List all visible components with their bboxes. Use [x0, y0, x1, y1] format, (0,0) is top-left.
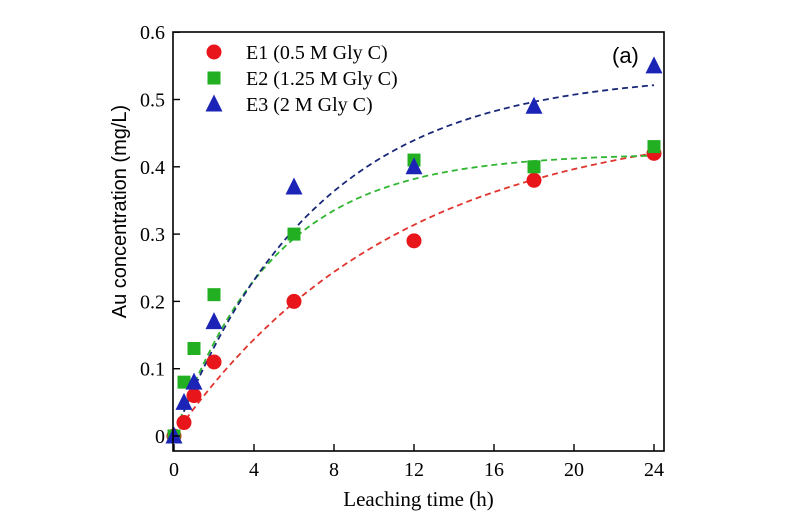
x-tick-label: 16 [484, 459, 504, 481]
y-tick-label: 0.5 [140, 90, 165, 112]
data-point-series-1 [176, 415, 192, 431]
x-tick-label: 4 [249, 459, 259, 481]
legend-label-series-1: E1 (0.5 M Gly C) [246, 42, 388, 64]
y-tick-label: 0.4 [140, 157, 165, 179]
data-point-series-2 [287, 227, 301, 241]
x-tick-label: 8 [329, 459, 339, 481]
y-tick-label: 0.1 [140, 359, 165, 381]
data-markers [165, 56, 663, 444]
data-point-series-3 [185, 372, 203, 390]
data-point-series-3 [405, 157, 423, 175]
data-point-series-1 [186, 388, 202, 404]
y-tick-label: 0.3 [140, 224, 165, 246]
data-point-series-2 [647, 140, 661, 154]
data-point-series-2 [177, 375, 191, 389]
y-tick-label: 0.6 [140, 22, 165, 44]
fit-lines [179, 84, 655, 429]
data-point-series-2 [187, 342, 201, 356]
x-tick-label: 0 [169, 459, 179, 481]
x-tick-label: 24 [644, 459, 664, 481]
x-axis-title: Leaching time (h) [343, 487, 493, 511]
axis-ticks: 0 4 8 12 16 20 24 0 0.1 0.2 0.3 0.4 0.5 0.6 [140, 22, 664, 481]
y-tick-label: 0.2 [140, 291, 165, 313]
legend-marker-series-3 [205, 94, 223, 112]
x-tick-label: 20 [564, 459, 584, 481]
data-point-series-2 [207, 288, 221, 302]
data-point-series-3 [285, 177, 303, 195]
data-point-series-3 [165, 426, 183, 444]
legend-label-series-3: E3 (2 M Gly C) [246, 94, 373, 116]
y-tick-label: 0 [155, 426, 165, 448]
data-point-series-1 [206, 354, 222, 370]
data-point-series-1 [406, 233, 422, 249]
data-point-series-2 [527, 160, 541, 174]
data-point-series-3 [175, 392, 193, 410]
data-point-series-1 [286, 293, 302, 309]
legend-marker-series-1 [206, 44, 222, 60]
legend: E1 (0.5 M Gly C) E2 (1.25 M Gly C) E3 (2 M… [205, 42, 398, 116]
data-point-series-3 [205, 312, 223, 330]
legend-marker-series-2 [207, 71, 221, 85]
legend-label-series-2: E2 (1.25 M Gly C) [246, 68, 398, 90]
data-point-series-1 [526, 172, 542, 188]
data-point-series-3 [645, 56, 663, 74]
data-point-series-3 [525, 96, 543, 114]
fit-curve-series-3 [179, 84, 655, 422]
plot-frame [172, 31, 665, 452]
fit-curve-series-2 [179, 154, 655, 420]
fit-curve-series-1 [179, 152, 655, 429]
panel-label: (a) [612, 43, 639, 68]
y-axis-title: Au concentration (mg/L) [109, 105, 131, 318]
x-tick-label: 12 [404, 459, 424, 481]
